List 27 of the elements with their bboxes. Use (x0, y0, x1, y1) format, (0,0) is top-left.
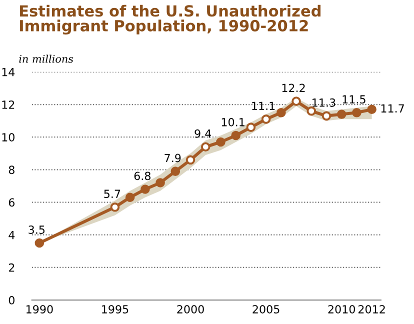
data-label: 9.4 (194, 129, 212, 138)
data-label: 3.5 (28, 226, 45, 234)
x-tick-label: 2012 (358, 305, 385, 314)
chart-subtitle: in millions (19, 54, 74, 63)
data-label: 11.3 (312, 98, 336, 107)
y-tick-label: 12 (2, 100, 14, 109)
data-label: 11.7 (381, 104, 404, 112)
data-label: 5.7 (104, 190, 120, 198)
data-label: 10.1 (222, 118, 244, 126)
chart-title: Estimates of the U.S. Unauthorized Immigrant Population, 1990-2012 (20, 4, 320, 35)
x-tick-label: 2005 (252, 305, 280, 314)
y-tick-label: 8 (8, 166, 14, 174)
x-tick-label: 2000 (177, 305, 204, 314)
data-label: 11.5 (342, 95, 366, 104)
x-tick-label: 2010 (328, 305, 355, 314)
y-tick-label: 2 (8, 263, 14, 272)
y-tick-label: 0 (8, 296, 14, 304)
y-tick-label: 4 (8, 230, 15, 240)
y-tick-label: 14 (2, 68, 15, 76)
y-tick-label: 6 (8, 198, 15, 207)
data-label: 11.1 (252, 102, 275, 110)
y-tick-label: 10 (2, 133, 14, 142)
data-label: 7.9 (164, 154, 181, 162)
data-label: 12.2 (282, 84, 305, 92)
data-label: 6.8 (134, 172, 150, 180)
x-tick-label: 1990 (26, 305, 53, 314)
x-tick-label: 1995 (102, 305, 128, 314)
